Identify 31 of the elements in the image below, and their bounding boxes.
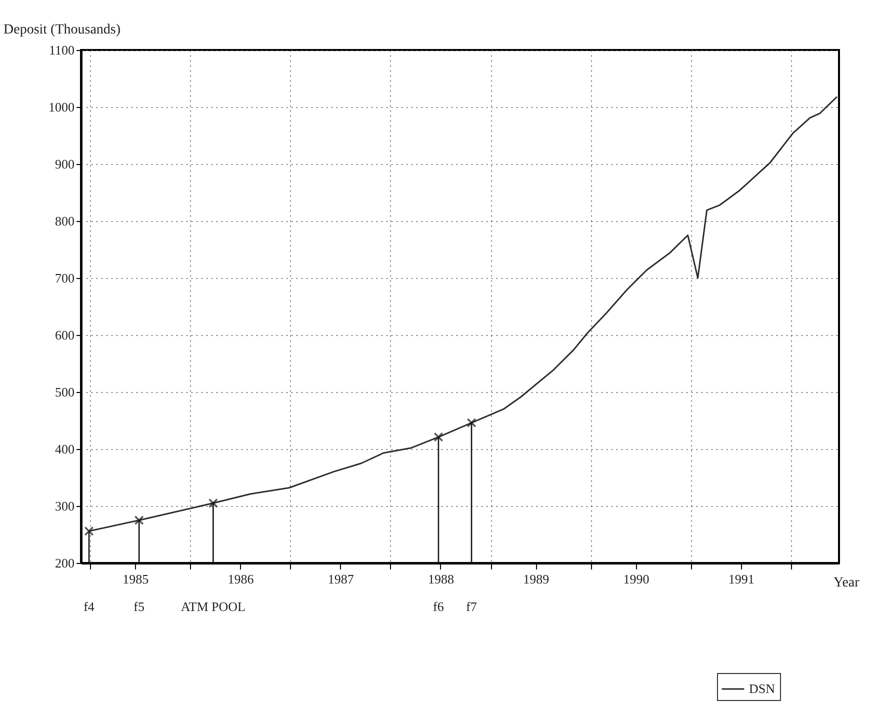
- y-tick-label: 800: [55, 214, 74, 228]
- x-tick-label: 1991: [728, 572, 754, 586]
- text: f7: [466, 599, 478, 614]
- y-tick-label: 900: [55, 156, 74, 172]
- point: [84, 526, 94, 536]
- y-axis-title: Deposit (Thousands): [4, 22, 121, 38]
- point: [434, 432, 444, 442]
- point: [208, 498, 218, 508]
- y-tick-label: 200: [55, 556, 74, 570]
- text: f6: [433, 599, 444, 614]
- x-axis-title: Year: [834, 576, 860, 590]
- y-tick-label: 1000: [48, 100, 74, 114]
- y-tick-label: 1100: [48, 42, 74, 58]
- point: [134, 515, 144, 526]
- x-tick-label: 1986: [228, 572, 254, 586]
- x-tick-label: 1988: [428, 572, 454, 586]
- y-tick-label: 300: [55, 498, 74, 514]
- y-tick-label: 500: [55, 384, 74, 400]
- legend-label: DSN: [749, 681, 776, 696]
- x-tick-label: 1987: [328, 572, 354, 586]
- text: ATM POOL: [180, 599, 246, 614]
- y-tick-label: 700: [55, 270, 74, 286]
- x-tick-label: 1989: [523, 572, 550, 586]
- y-tick-label: 400: [55, 442, 74, 456]
- text: f4: [84, 599, 95, 614]
- point: [466, 418, 476, 428]
- text: f5: [134, 599, 144, 614]
- x-tick-label: 1985: [122, 572, 149, 586]
- line-series: [88, 96, 838, 532]
- y-tick-label: 600: [55, 328, 74, 342]
- x-tick-label: 1990: [623, 572, 650, 586]
